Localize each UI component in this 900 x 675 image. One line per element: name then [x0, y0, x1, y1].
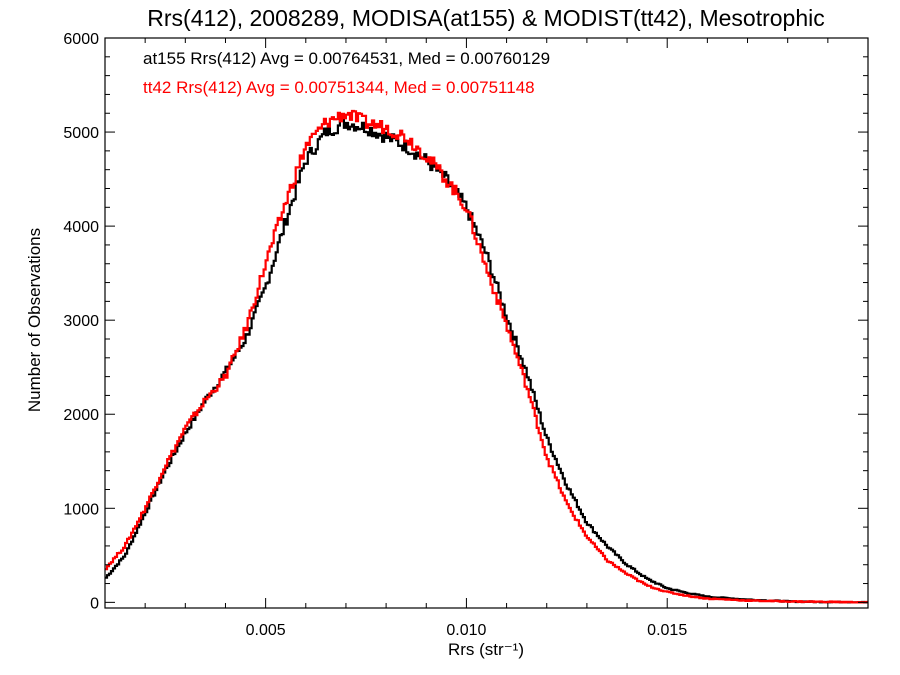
- legend: at155 Rrs(412) Avg = 0.00764531, Med = 0…: [143, 49, 550, 97]
- legend-entry-at155: at155 Rrs(412) Avg = 0.00764531, Med = 0…: [143, 49, 550, 68]
- x-axis-label: Rrs (str⁻¹): [448, 640, 524, 659]
- legend-entry-tt42: tt42 Rrs(412) Avg = 0.00751344, Med = 0.…: [143, 78, 535, 97]
- series-line-at155: [105, 118, 868, 604]
- y-tick-label: 4000: [63, 219, 99, 236]
- y-tick-label: 6000: [63, 31, 99, 48]
- y-axis-ticks: 0 1000 2000 3000 4000 5000 6000: [63, 31, 868, 612]
- x-tick-label: 0.005: [246, 622, 286, 639]
- y-tick-label: 1000: [63, 501, 99, 518]
- series-line-tt42: [105, 109, 868, 604]
- x-tick-label: 0.010: [446, 622, 486, 639]
- y-tick-label: 3000: [63, 313, 99, 330]
- series-layer: [105, 109, 868, 604]
- y-tick-label: 0: [90, 595, 99, 612]
- chart-title: Rrs(412), 2008289, MODISA(at155) & MODIS…: [147, 5, 824, 31]
- x-tick-label: 0.015: [647, 622, 687, 639]
- y-tick-label: 2000: [63, 407, 99, 424]
- y-axis-label: Number of Observations: [25, 228, 44, 412]
- plot-frame: [104, 37, 869, 609]
- y-tick-label: 5000: [63, 125, 99, 142]
- x-axis-ticks: 0.005 0.010 0.015: [144, 38, 829, 639]
